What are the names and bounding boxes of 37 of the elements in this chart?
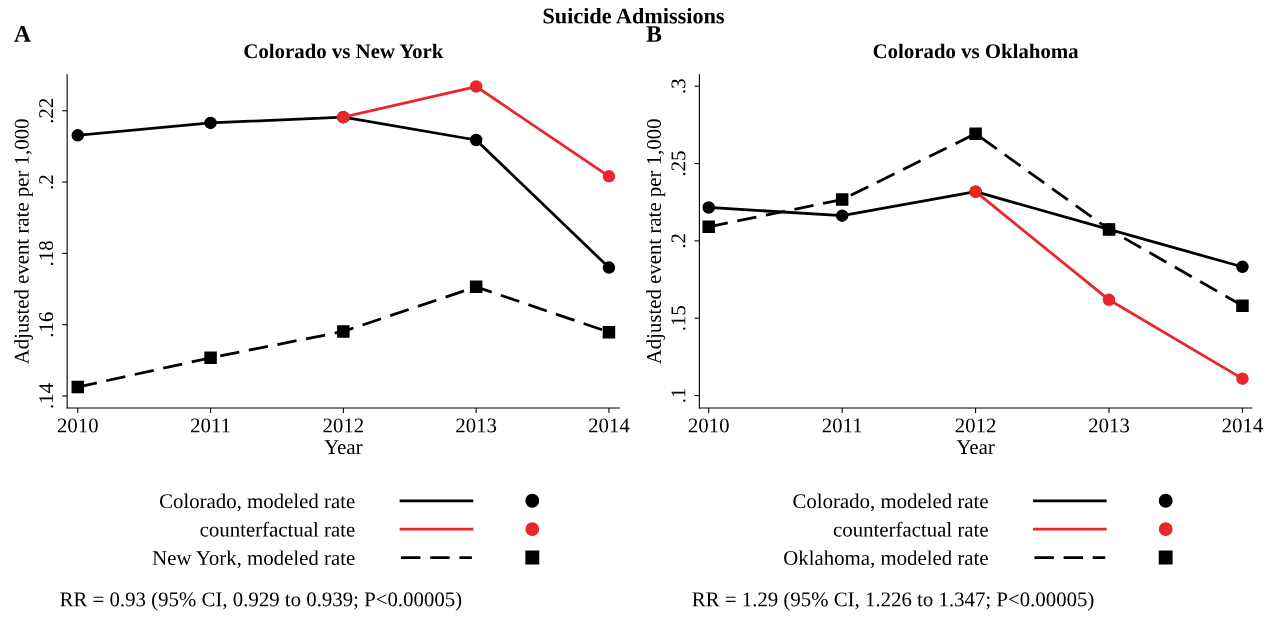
legend-label: New York, modeled rate — [152, 550, 355, 569]
chart-title: Colorado vs Oklahoma — [873, 43, 1079, 59]
y-tick-label: .1 — [671, 388, 686, 402]
text: RR = 1.29 (95% CI, 1.226 to 1.347; P<0.00005) — [692, 591, 1094, 611]
x-tick-label: 2012 — [323, 418, 364, 433]
legend-label: counterfactual rate — [200, 521, 355, 537]
text: A — [14, 26, 31, 42]
text: RR = 0.93 (95% CI, 0.929 to 0.939; P<0.00005) — [60, 591, 462, 611]
x-tick-label: 2013 — [456, 418, 497, 433]
x-tick-label: 2011 — [191, 418, 230, 433]
x-tick-label: 2010 — [688, 418, 729, 433]
y-axis-title: Adjusted event rate per 1,000 — [14, 119, 33, 365]
legend-label: Oklahoma, modeled rate — [784, 550, 988, 569]
y-tick-label: .14 — [39, 383, 54, 408]
x-tick-label: 2014 — [589, 418, 630, 433]
x-tick-label: 2010 — [57, 418, 98, 433]
x-tick-label: 2014 — [1222, 418, 1263, 433]
x-tick-label: 2013 — [1089, 418, 1130, 433]
text: Suicide Admissions — [543, 7, 725, 24]
legend-label: counterfactual rate — [833, 521, 988, 537]
x-axis-title: Year — [324, 440, 363, 455]
x-tick-label: 2012 — [955, 418, 996, 433]
chart-title: Colorado vs New York — [244, 43, 444, 59]
y-tick-label: .3 — [671, 79, 686, 93]
y-tick-label: .25 — [671, 151, 686, 176]
legend-label: Colorado, modeled rate — [159, 493, 355, 512]
x-tick-label: 2011 — [822, 418, 862, 433]
y-tick-label: .22 — [39, 98, 54, 123]
y-tick-label: .2 — [671, 234, 686, 248]
text: B — [646, 26, 662, 42]
y-axis-title: Adjusted event rate per 1,000 — [646, 119, 666, 365]
y-tick-label: .2 — [39, 175, 54, 189]
x-axis-title: Year — [956, 440, 995, 455]
legend-label: Colorado, modeled rate — [793, 493, 988, 512]
y-tick-label: .16 — [39, 312, 54, 337]
y-tick-label: .18 — [39, 241, 54, 265]
y-tick-label: .15 — [671, 306, 686, 330]
